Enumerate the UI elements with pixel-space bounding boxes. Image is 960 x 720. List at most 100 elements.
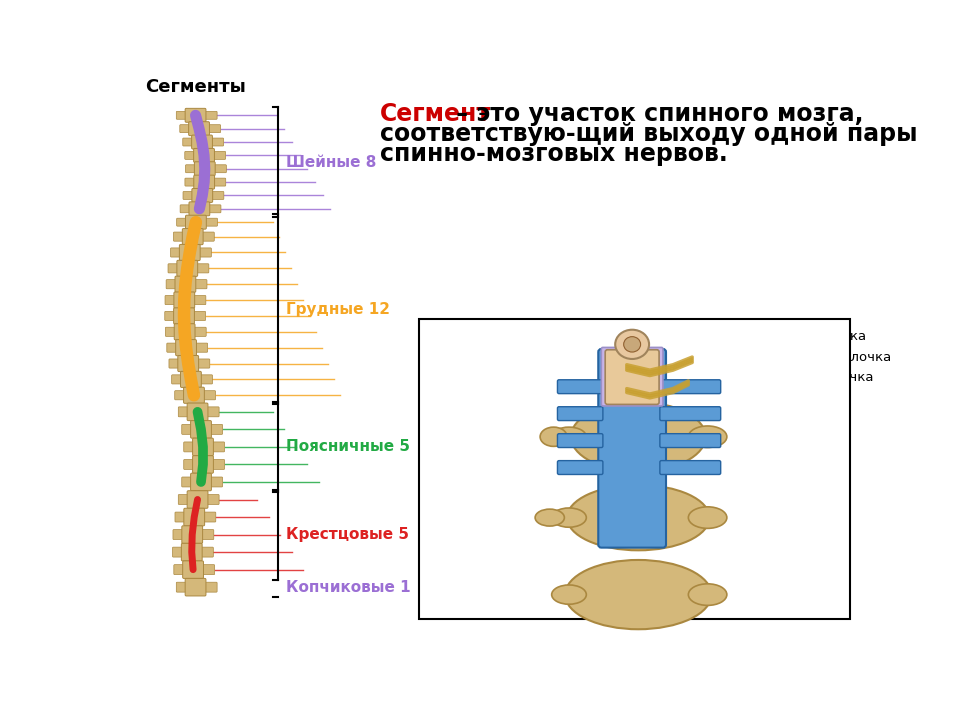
FancyBboxPatch shape <box>195 264 209 273</box>
FancyBboxPatch shape <box>201 564 215 575</box>
FancyBboxPatch shape <box>200 530 214 539</box>
Ellipse shape <box>571 402 706 472</box>
FancyBboxPatch shape <box>185 108 206 122</box>
FancyBboxPatch shape <box>179 495 190 505</box>
FancyBboxPatch shape <box>174 564 185 575</box>
Text: Копчиковые 1: Копчиковые 1 <box>286 580 410 595</box>
Text: Передний корешок: Передний корешок <box>438 390 650 405</box>
FancyBboxPatch shape <box>660 433 721 448</box>
Text: Грудные 12: Грудные 12 <box>286 302 390 317</box>
FancyBboxPatch shape <box>212 151 226 159</box>
Ellipse shape <box>535 509 564 526</box>
FancyBboxPatch shape <box>165 311 177 320</box>
FancyBboxPatch shape <box>174 232 185 241</box>
FancyBboxPatch shape <box>175 276 196 292</box>
Text: Позвонок: Позвонок <box>708 419 812 438</box>
FancyBboxPatch shape <box>185 178 197 186</box>
Text: спинно-мозговых нервов.: спинно-мозговых нервов. <box>380 142 728 166</box>
FancyBboxPatch shape <box>192 135 212 149</box>
Text: – это участок спинного мозга,: – это участок спинного мозга, <box>448 102 864 126</box>
FancyBboxPatch shape <box>177 218 188 226</box>
FancyBboxPatch shape <box>558 461 603 474</box>
FancyBboxPatch shape <box>558 407 603 420</box>
FancyBboxPatch shape <box>182 561 204 578</box>
FancyBboxPatch shape <box>179 407 190 417</box>
FancyBboxPatch shape <box>180 372 202 387</box>
FancyBboxPatch shape <box>165 295 177 305</box>
Text: Спинной мозг: Спинной мозг <box>438 330 623 346</box>
FancyBboxPatch shape <box>193 456 213 473</box>
FancyBboxPatch shape <box>204 582 217 592</box>
FancyBboxPatch shape <box>180 125 191 132</box>
FancyBboxPatch shape <box>183 192 195 199</box>
FancyBboxPatch shape <box>209 138 224 146</box>
FancyBboxPatch shape <box>187 491 208 508</box>
FancyBboxPatch shape <box>165 327 177 336</box>
Text: Крестцовые 5: Крестцовые 5 <box>286 527 409 542</box>
FancyBboxPatch shape <box>178 356 199 372</box>
FancyBboxPatch shape <box>174 308 195 324</box>
FancyBboxPatch shape <box>191 473 211 491</box>
FancyBboxPatch shape <box>660 461 721 474</box>
FancyBboxPatch shape <box>660 407 721 420</box>
Text: Поясничные 5: Поясничные 5 <box>286 439 410 454</box>
Ellipse shape <box>688 584 727 606</box>
FancyBboxPatch shape <box>196 359 210 368</box>
FancyBboxPatch shape <box>194 162 215 176</box>
FancyBboxPatch shape <box>184 151 197 159</box>
FancyBboxPatch shape <box>212 165 227 173</box>
FancyBboxPatch shape <box>598 349 666 548</box>
Text: Шейные 8: Шейные 8 <box>286 155 376 170</box>
FancyBboxPatch shape <box>208 424 223 434</box>
Ellipse shape <box>688 426 727 448</box>
FancyBboxPatch shape <box>177 261 198 276</box>
FancyBboxPatch shape <box>193 438 213 456</box>
FancyBboxPatch shape <box>187 403 208 420</box>
FancyBboxPatch shape <box>194 175 215 189</box>
Ellipse shape <box>688 507 727 528</box>
FancyBboxPatch shape <box>193 279 207 289</box>
FancyBboxPatch shape <box>172 375 183 384</box>
FancyBboxPatch shape <box>205 407 219 417</box>
FancyBboxPatch shape <box>182 228 204 245</box>
FancyBboxPatch shape <box>201 232 214 241</box>
FancyBboxPatch shape <box>204 112 217 120</box>
Ellipse shape <box>624 337 640 352</box>
FancyBboxPatch shape <box>605 350 660 405</box>
FancyBboxPatch shape <box>192 311 205 320</box>
FancyBboxPatch shape <box>210 459 225 469</box>
FancyBboxPatch shape <box>174 324 195 340</box>
FancyBboxPatch shape <box>171 248 182 257</box>
FancyBboxPatch shape <box>168 264 180 273</box>
FancyBboxPatch shape <box>166 279 178 289</box>
FancyBboxPatch shape <box>180 205 192 213</box>
FancyBboxPatch shape <box>167 343 179 352</box>
Ellipse shape <box>540 427 567 446</box>
FancyBboxPatch shape <box>558 379 603 394</box>
FancyBboxPatch shape <box>185 578 206 596</box>
FancyBboxPatch shape <box>183 508 204 526</box>
FancyBboxPatch shape <box>177 582 188 592</box>
FancyBboxPatch shape <box>202 512 216 522</box>
Ellipse shape <box>552 508 587 527</box>
FancyBboxPatch shape <box>183 387 204 403</box>
FancyBboxPatch shape <box>183 459 195 469</box>
Text: Паутинная оболочка: Паутинная оболочка <box>665 351 891 364</box>
FancyBboxPatch shape <box>182 138 194 146</box>
FancyBboxPatch shape <box>194 148 214 162</box>
FancyBboxPatch shape <box>192 295 205 305</box>
Ellipse shape <box>552 427 587 446</box>
FancyBboxPatch shape <box>558 433 603 448</box>
FancyBboxPatch shape <box>174 292 195 308</box>
FancyBboxPatch shape <box>176 340 197 356</box>
FancyBboxPatch shape <box>205 495 219 505</box>
Text: Сегменты: Сегменты <box>145 78 246 96</box>
FancyBboxPatch shape <box>419 319 850 619</box>
FancyBboxPatch shape <box>181 477 193 487</box>
FancyBboxPatch shape <box>207 205 221 213</box>
FancyBboxPatch shape <box>177 112 188 120</box>
Ellipse shape <box>552 585 587 604</box>
Text: Сегмент: Сегмент <box>380 102 492 126</box>
FancyBboxPatch shape <box>175 391 186 400</box>
Text: Задний корешок: Задний корешок <box>438 362 654 376</box>
